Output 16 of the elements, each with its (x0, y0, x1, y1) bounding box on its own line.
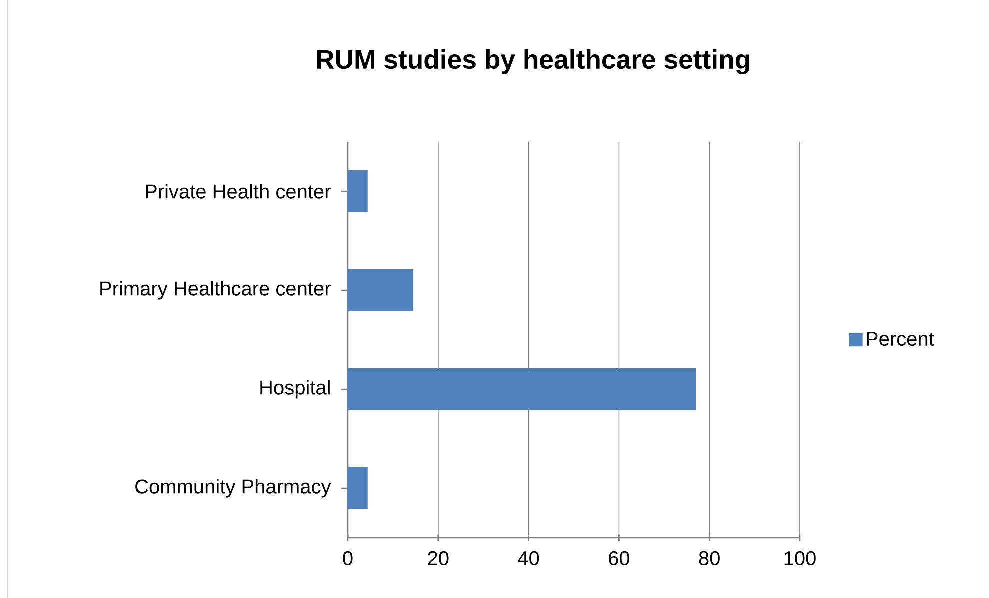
y-tick-label: Private Health center (146, 184, 331, 199)
bar (348, 368, 696, 410)
y-tick-label: Primary Healthcare center (100, 281, 331, 300)
x-tick-label: 0 (343, 551, 353, 566)
bar (348, 269, 414, 312)
y-tick-label: Hospital (260, 380, 330, 399)
y-tick-label: Community Pharmacy (136, 479, 332, 498)
x-tick-label: 60 (609, 551, 630, 566)
bar (348, 170, 368, 212)
x-tick-label: 40 (518, 551, 540, 566)
x-tick-label: 20 (428, 551, 449, 566)
x-tick-label: 80 (699, 551, 720, 566)
bar (348, 467, 368, 510)
chart-title: RUM studies by healthcare setting (317, 50, 750, 74)
legend-label: Percent (867, 332, 934, 346)
x-tick-label: 100 (784, 551, 816, 566)
